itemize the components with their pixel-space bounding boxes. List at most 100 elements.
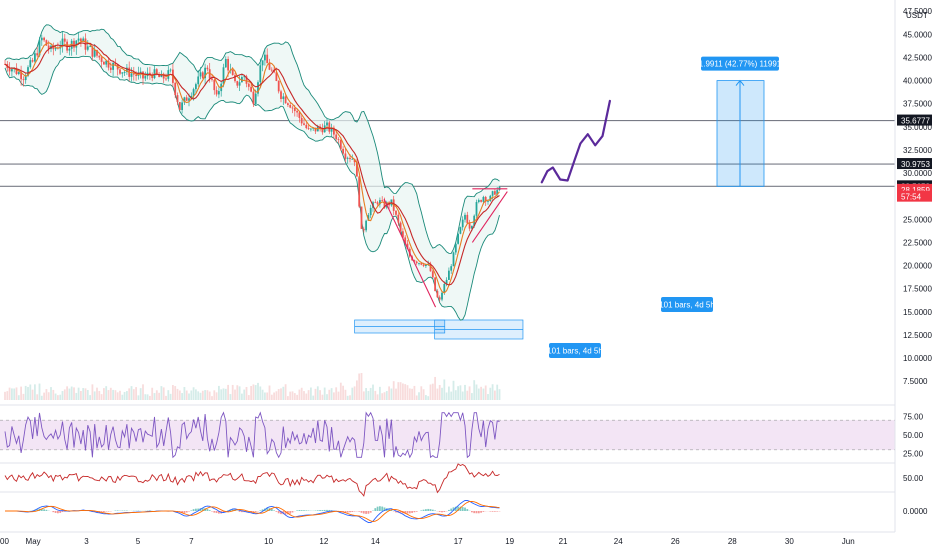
- volume-bar: [314, 388, 317, 400]
- volume-bar: [335, 387, 338, 400]
- macd-histogram-bar: [365, 511, 367, 514]
- price-range-label-bg: [701, 56, 779, 71]
- macd-histogram-bar: [425, 509, 427, 511]
- price-tick-label: 47.5000: [903, 7, 932, 16]
- volume-bar: [450, 391, 453, 400]
- candle-body: [119, 69, 121, 74]
- candle-body: [448, 270, 450, 280]
- bollinger-bands: [4, 24, 500, 321]
- volume-bar: [68, 388, 71, 400]
- candle-body: [75, 40, 78, 48]
- volume-bar: [282, 386, 285, 400]
- candle-body: [149, 72, 151, 75]
- trendline-down[interactable]: [383, 198, 437, 308]
- time-tick-label: 7: [189, 537, 194, 546]
- volume-bar: [471, 393, 473, 400]
- candle-body: [213, 79, 216, 91]
- macd-histogram-bar: [330, 510, 333, 511]
- volume-bar: [291, 391, 294, 400]
- candle-body: [192, 89, 195, 96]
- volume-bar: [431, 383, 434, 400]
- price-tick-label: 32.5000: [903, 146, 932, 155]
- volume-bar: [268, 385, 271, 400]
- macd-histogram-bar: [471, 511, 473, 513]
- candle-body: [266, 54, 269, 64]
- macd-histogram-bar: [431, 509, 434, 511]
- macd-histogram-bar: [188, 511, 190, 512]
- candle-body: [328, 122, 331, 132]
- volume-bar: [243, 389, 246, 400]
- volume-bar: [298, 389, 301, 400]
- candle-body: [369, 207, 372, 216]
- projection-path: [540, 99, 611, 184]
- volume-bar: [20, 386, 22, 400]
- candle-body: [197, 76, 200, 85]
- macd-histogram-bar: [477, 511, 480, 514]
- date-range-measures: 101 bars, 4d 5h 101 bars, 4d 5h: [354, 297, 715, 358]
- candle-body: [29, 60, 32, 68]
- macd-histogram-bar: [213, 511, 216, 513]
- macd-histogram-bar: [36, 509, 39, 511]
- volume-bar: [13, 388, 16, 400]
- volume-bar: [34, 384, 36, 400]
- volume-bar: [312, 395, 315, 400]
- candle-body: [374, 202, 377, 204]
- volume-bar: [192, 387, 195, 400]
- volume-bar: [130, 386, 133, 400]
- volume-bar: [84, 388, 87, 400]
- volume-bar: [383, 392, 386, 400]
- volume-bar: [360, 373, 363, 400]
- candle-body: [15, 67, 18, 75]
- macd-histogram-bar: [353, 511, 356, 512]
- volume-bar: [195, 389, 197, 400]
- candle-body: [307, 128, 310, 129]
- candle-body: [121, 72, 124, 74]
- candle-body: [227, 59, 229, 71]
- projection-path-line[interactable]: [540, 99, 611, 184]
- macd-histogram-bar: [496, 511, 499, 512]
- volume-bar: [280, 388, 282, 400]
- volume-bar: [160, 386, 163, 400]
- candle-body: [310, 128, 312, 130]
- volume-bar: [310, 387, 312, 400]
- volume-bar: [496, 384, 499, 400]
- oscillator-pane: 50.00: [4, 463, 924, 497]
- volume-bar: [395, 388, 397, 400]
- volume-bar: [422, 389, 425, 400]
- candle-body: [429, 263, 432, 272]
- macd-histogram-bar: [218, 511, 220, 514]
- price-tag: [897, 158, 932, 170]
- volume-bar: [215, 392, 218, 400]
- candle-body: [211, 78, 213, 80]
- macd-histogram-bar: [227, 510, 229, 511]
- macd-histogram-bar: [475, 511, 478, 514]
- macd-histogram-bar: [273, 510, 275, 511]
- volume-bar: [185, 390, 188, 400]
- candle-body: [349, 157, 351, 160]
- macd-histogram-bar: [443, 511, 446, 512]
- volume-bar: [181, 393, 183, 400]
- volume-bar: [487, 394, 489, 400]
- volume-bar: [176, 388, 179, 400]
- volume-bar: [29, 384, 32, 400]
- trendlines: [383, 188, 508, 308]
- candle-body: [268, 63, 271, 70]
- volume-bar: [250, 385, 252, 400]
- candle-body: [218, 91, 220, 95]
- trendline-up[interactable]: [471, 191, 508, 243]
- time-tick-label: May: [26, 537, 41, 546]
- volume-bar: [211, 396, 213, 400]
- candle-body: [89, 46, 91, 48]
- macd-histogram-bar: [280, 511, 282, 515]
- macd-histogram-bar: [466, 509, 469, 511]
- candle-body: [215, 90, 218, 95]
- volume-bar: [201, 390, 204, 400]
- volume-bar: [174, 386, 177, 400]
- volume-bar: [480, 386, 482, 400]
- candle-body: [34, 53, 36, 62]
- candle-body: [112, 62, 114, 70]
- candle-body: [254, 93, 257, 105]
- volume-bar: [70, 386, 73, 400]
- volume-bar: [188, 393, 190, 400]
